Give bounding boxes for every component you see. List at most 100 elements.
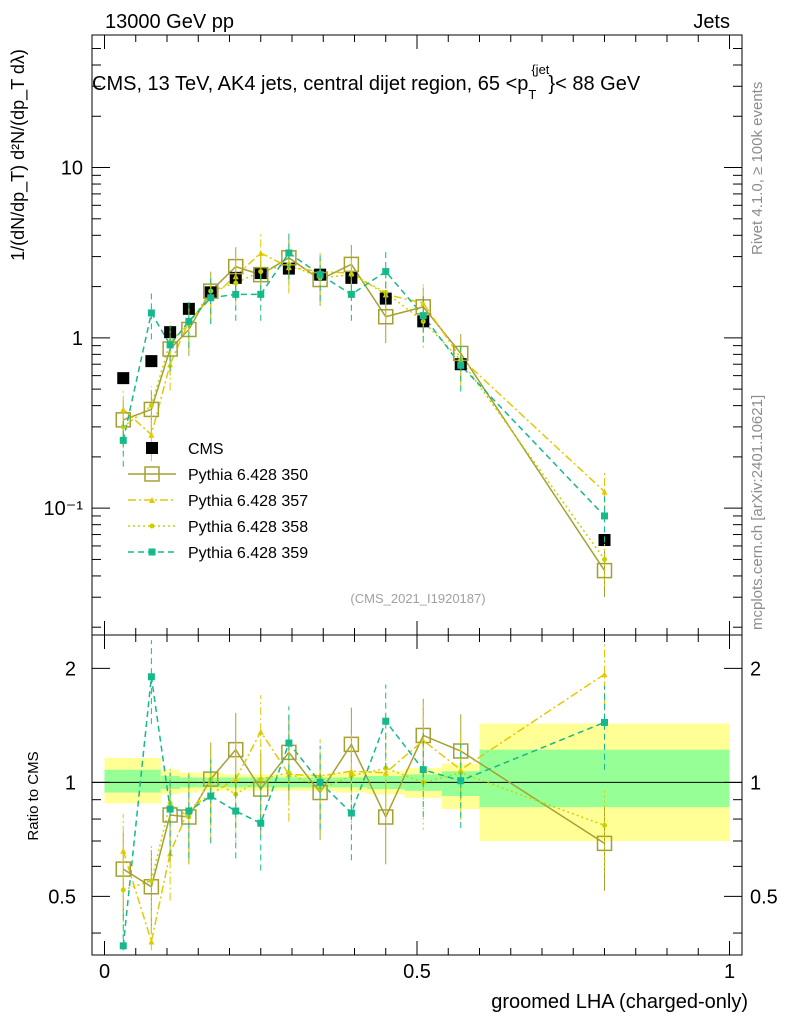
data-point-p359 xyxy=(457,361,465,369)
data-point-p359 xyxy=(207,294,215,302)
x-tick-label: 0.5 xyxy=(403,961,431,983)
ratio-line-p357 xyxy=(122,673,605,945)
ratio-point-p358 xyxy=(348,773,354,779)
ratio-point-p359 xyxy=(185,807,193,815)
legend-label-p358: Pythia 6.428 358 xyxy=(188,519,308,536)
watermark: (CMS_2021_I1920187) xyxy=(350,591,485,606)
ratio-point-p359 xyxy=(119,942,127,950)
data-point-p357 xyxy=(601,488,608,495)
ratio-point-p359 xyxy=(257,819,265,827)
data-point-p359 xyxy=(285,249,293,257)
ratio-y-tick-label-right: 1 xyxy=(750,772,761,794)
ratio-point-p357 xyxy=(257,728,264,735)
data-point-p357 xyxy=(257,249,264,256)
y-axis-label-ratio: Ratio to CMS xyxy=(25,751,42,840)
data-point-cms xyxy=(117,372,130,385)
legend-marker-p358 xyxy=(149,523,155,529)
data-point-p358 xyxy=(602,556,607,562)
legend-label-p359: Pythia 6.428 359 xyxy=(188,545,308,562)
data-point-p357 xyxy=(148,431,155,438)
data-point-p359 xyxy=(185,317,193,325)
ratio-point-p357 xyxy=(148,938,155,945)
data-point-p357 xyxy=(120,406,127,413)
ratio-point-p358 xyxy=(258,776,264,782)
data-point-p359 xyxy=(119,436,127,444)
data-point-p359 xyxy=(232,290,240,298)
data-point-p358 xyxy=(233,280,239,286)
chart-title-main: CMS, 13 TeV, AK4 jets, central dijet reg… xyxy=(92,73,528,95)
x-tick-label: 1 xyxy=(724,961,735,983)
chart-title-tail: }< 88 GeV xyxy=(548,73,640,95)
ratio-point-p359 xyxy=(166,805,174,813)
data-point-p359 xyxy=(257,290,265,298)
y-tick-label: 10 xyxy=(61,158,83,180)
ratio-line-p358 xyxy=(123,767,605,891)
data-point-p359 xyxy=(382,268,390,276)
ratio-point-p358 xyxy=(602,822,607,828)
data-point-p358 xyxy=(258,269,264,275)
ratio-line-p359 xyxy=(122,676,605,946)
header-left: 13000 GeV pp xyxy=(105,11,234,33)
ratio-y-tick-label: 0.5 xyxy=(48,886,76,908)
chart-title-sub: T xyxy=(528,87,536,102)
ratio-point-p358 xyxy=(286,770,292,776)
legend-label-cms: CMS xyxy=(188,441,224,458)
side-text-rivet: Rivet 4.1.0, ≥ 100k events xyxy=(749,82,766,255)
data-point-p359 xyxy=(166,341,174,349)
data-point-p350 xyxy=(596,562,613,579)
side-text-rivet-label: Rivet 4.1.0, ≥ 100k events xyxy=(749,82,766,255)
chart-title-sup: {jet xyxy=(531,62,549,77)
ratio-point-p359 xyxy=(419,766,427,774)
data-point-p359 xyxy=(347,290,355,298)
ratio-point-p359 xyxy=(601,718,608,726)
ratio-point-p359 xyxy=(347,809,355,817)
ratio-point-p359 xyxy=(207,792,215,800)
ratio-point-p359 xyxy=(232,807,240,815)
data-point-p359 xyxy=(601,512,608,520)
ratio-point-p359 xyxy=(285,739,293,747)
legend-marker-p359 xyxy=(148,548,156,556)
y-axis-label-ratio-text: Ratio to CMS xyxy=(25,751,42,840)
data-point-p357 xyxy=(167,361,174,368)
ratio-point-p357 xyxy=(120,847,127,854)
ratio-point-p359 xyxy=(457,777,465,785)
y-tick-label: 10⁻¹ xyxy=(44,498,84,520)
legend-label-p357: Pythia 6.428 357 xyxy=(188,493,308,510)
legend-marker-p357 xyxy=(149,497,155,503)
y-axis-label-main: 1/(dN/dp_T) d²N/(dp_T dλ) xyxy=(8,49,29,261)
data-point-p358 xyxy=(148,403,154,409)
ratio-point-p357 xyxy=(232,776,239,783)
series-line-p358 xyxy=(122,263,606,560)
ratio-point-p358 xyxy=(120,887,126,893)
y-axis-label-text: 1/(dN/dp_T) d²N/(dp_T dλ) xyxy=(8,49,29,261)
data-point-p350 xyxy=(378,309,394,325)
x-axis-label: groomed LHA (charged-only) xyxy=(491,991,748,1013)
ratio-y-tick-label-right: 0.5 xyxy=(750,886,778,908)
chart-title: CMS, 13 TeV, AK4 jets, central dijet reg… xyxy=(92,62,641,102)
data-point-p359 xyxy=(147,309,155,317)
ratio-band-inner xyxy=(142,769,161,793)
y-tick-label: 1 xyxy=(72,328,83,350)
header-right: Jets xyxy=(693,11,730,33)
side-text-mcplots: mcplots.cern.ch [arXiv:2401.10621] xyxy=(749,395,766,630)
x-tick-label: 0 xyxy=(99,961,110,983)
series-markers xyxy=(115,233,613,951)
ratio-line-p350 xyxy=(122,734,605,888)
legend: CMS Pythia 6.428 350 Pythia 6.428 357 Pythi… xyxy=(128,441,308,562)
ratio-point-p357 xyxy=(382,769,389,776)
data-point-p359 xyxy=(316,271,324,279)
legend-marker-cms xyxy=(146,442,158,454)
ratio-point-p357 xyxy=(601,671,608,678)
ratio-point-p359 xyxy=(147,673,155,681)
side-text-mcplots-label: mcplots.cern.ch [arXiv:2401.10621] xyxy=(749,395,766,630)
ratio-y-tick-label: 1 xyxy=(65,772,76,794)
ratio-y-tick-label: 2 xyxy=(65,658,76,680)
ratio-band-inner xyxy=(104,769,142,793)
data-point-p357 xyxy=(420,300,427,307)
ratio-point-p357 xyxy=(420,737,427,744)
legend-marker-p350 xyxy=(144,466,160,482)
legend-label-p350: Pythia 6.428 350 xyxy=(188,467,308,484)
ratio-point-p359 xyxy=(382,717,390,725)
data-point-p359 xyxy=(419,312,427,320)
